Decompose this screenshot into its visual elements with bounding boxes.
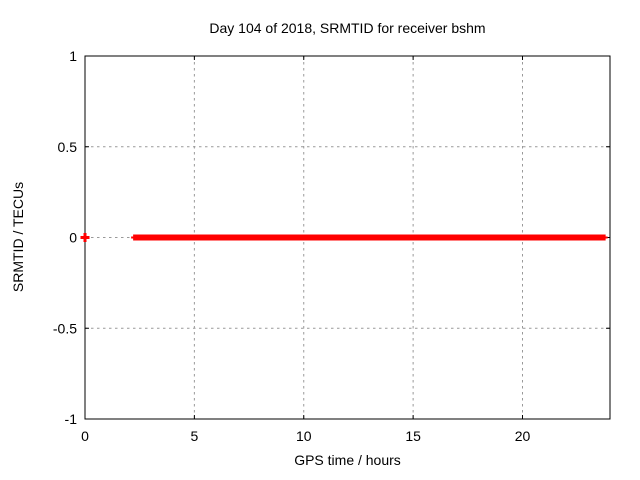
y-tick-label: 0 — [69, 230, 77, 246]
chart-title: Day 104 of 2018, SRMTID for receiver bsh… — [209, 20, 486, 36]
series-line — [133, 234, 606, 241]
y-tick-label: 0.5 — [58, 139, 78, 155]
x-tick-label: 10 — [296, 428, 312, 444]
point-marker-plus — [83, 233, 87, 242]
y-tick-label: 1 — [69, 48, 77, 64]
y-tick-label: -1 — [65, 411, 78, 427]
x-tick-label: 0 — [81, 428, 89, 444]
x-tick-label: 5 — [190, 428, 198, 444]
x-tick-label: 20 — [515, 428, 531, 444]
y-tick-label: -0.5 — [53, 320, 77, 336]
x-axis-label: GPS time / hours — [294, 452, 401, 468]
x-tick-label: 15 — [405, 428, 421, 444]
